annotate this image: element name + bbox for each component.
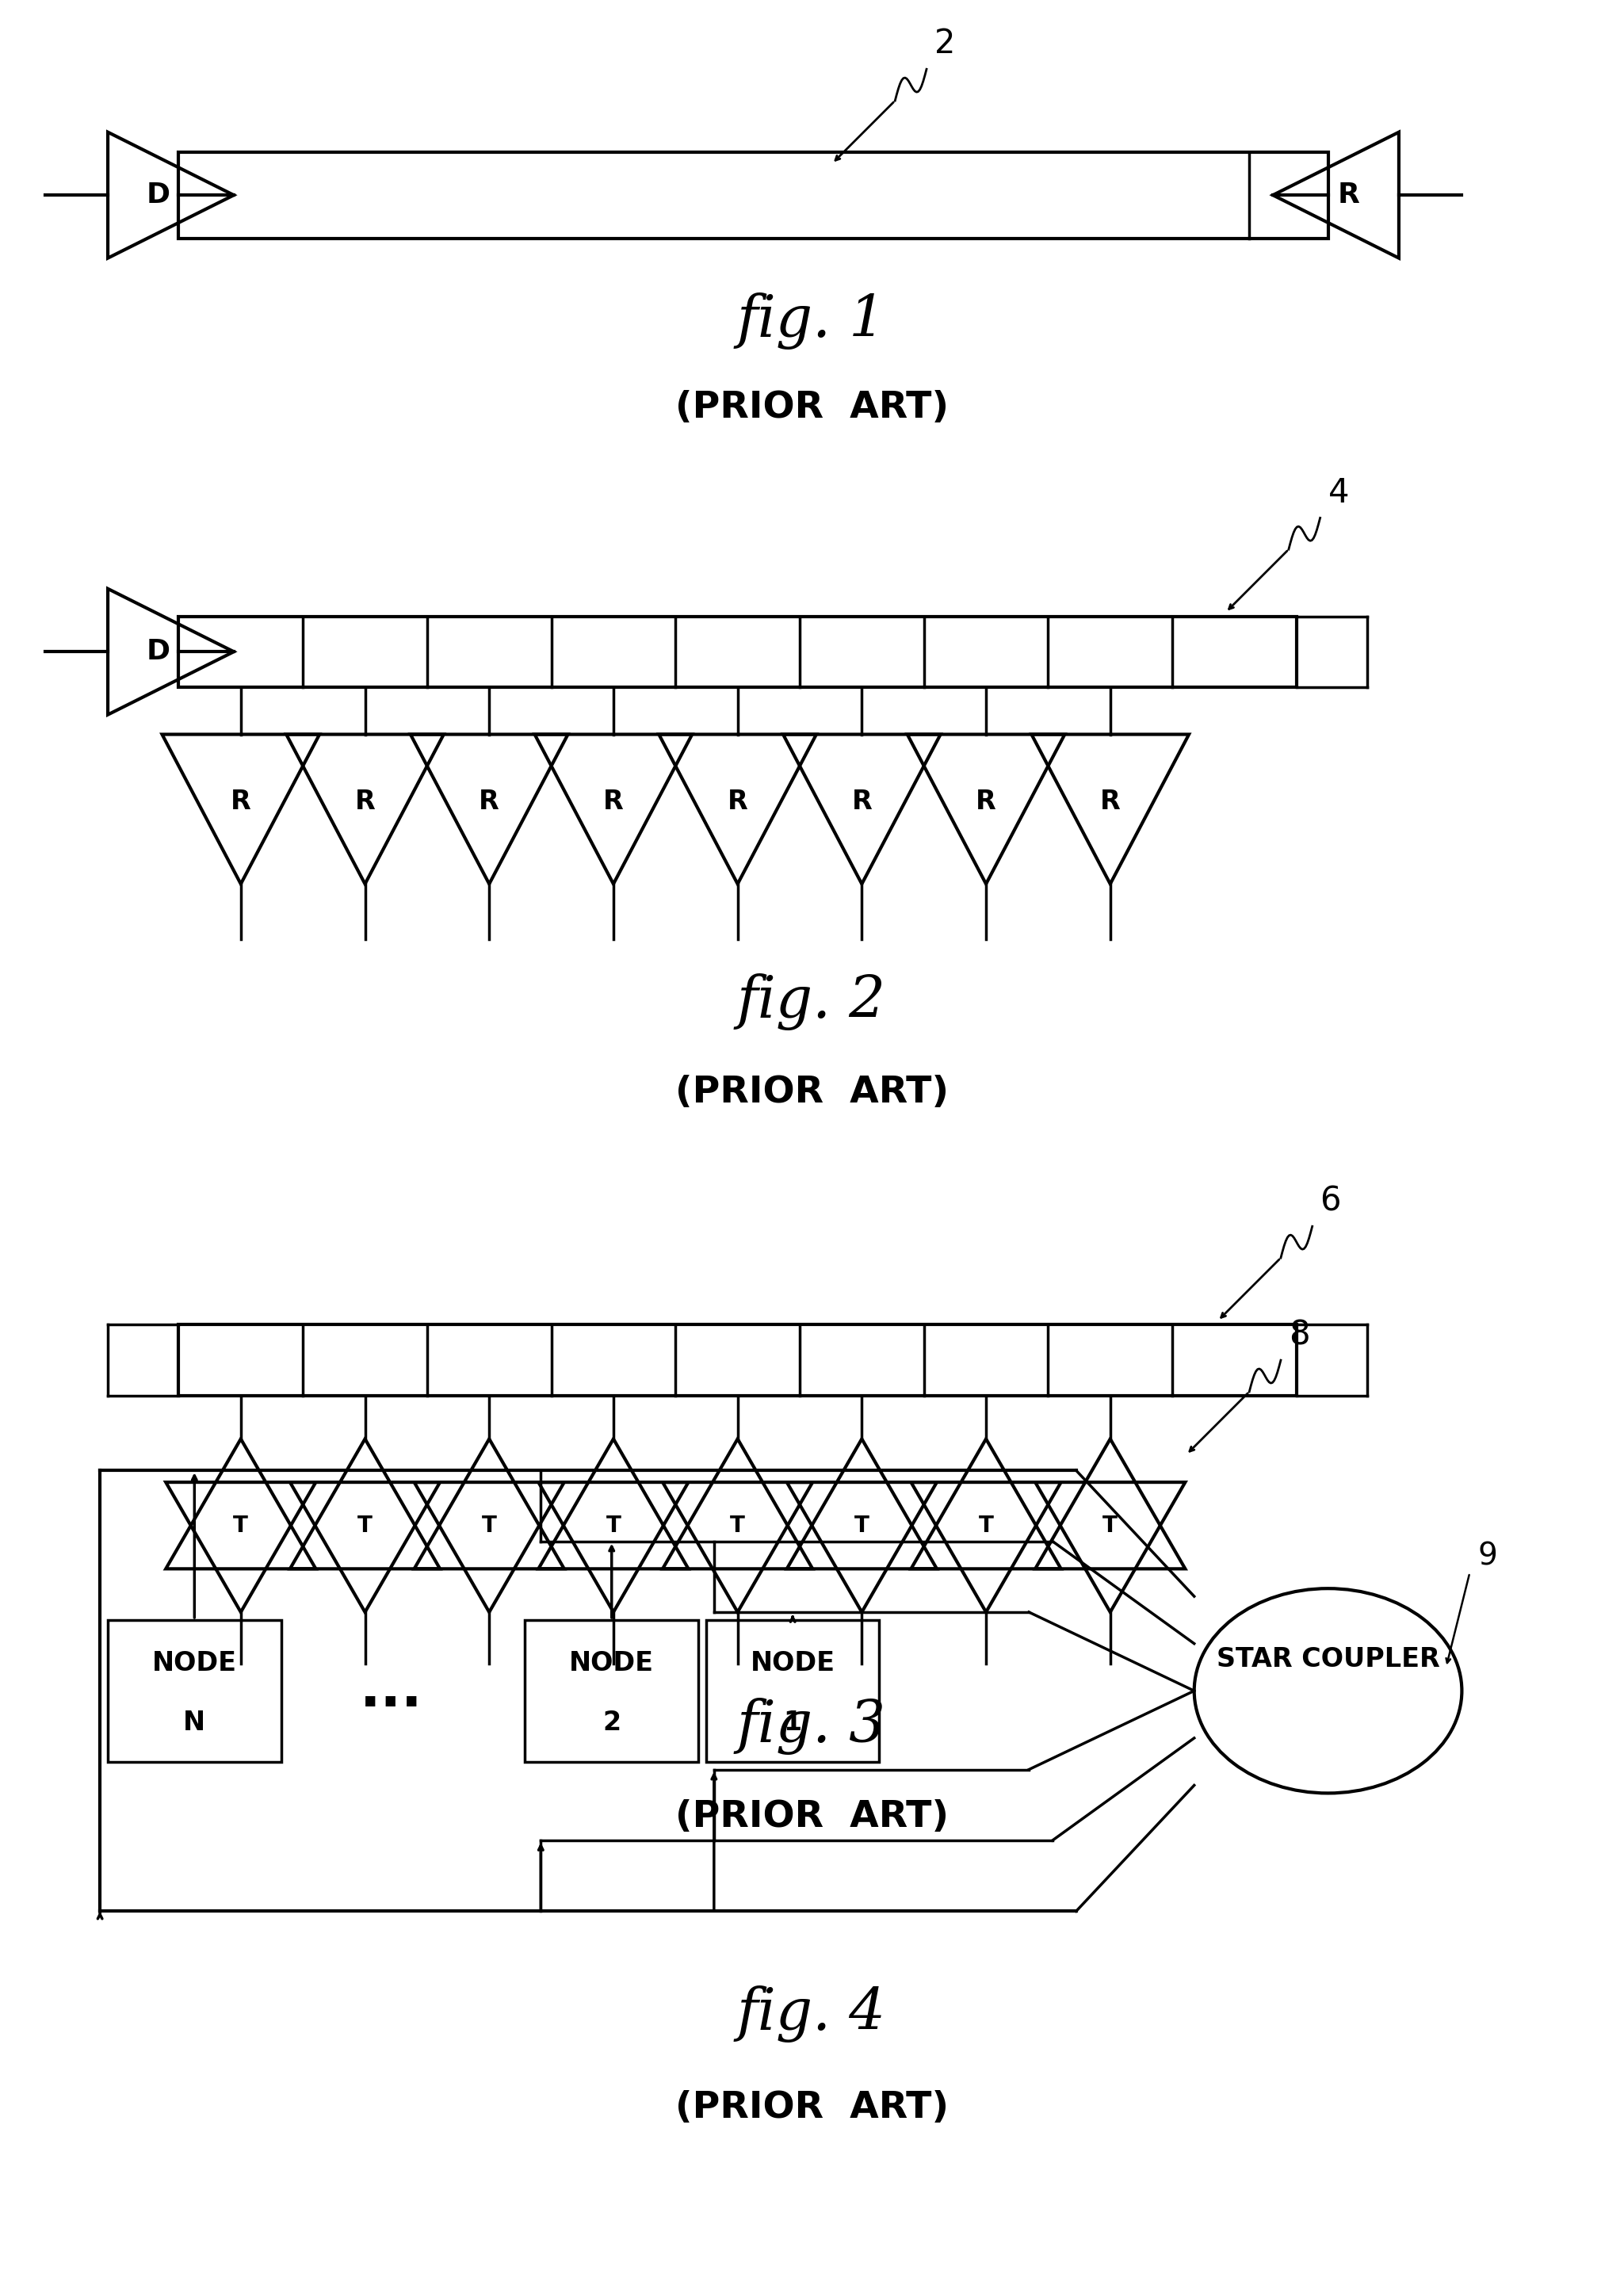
Text: R: R [354, 790, 375, 815]
Text: R: R [1338, 181, 1359, 208]
Text: T: T [854, 1515, 869, 1536]
Text: NODE: NODE [153, 1650, 237, 1676]
Text: R: R [603, 790, 624, 815]
Text: T: T [482, 1515, 497, 1536]
Text: (PRIOR  ART): (PRIOR ART) [676, 389, 948, 426]
Text: (PRIOR  ART): (PRIOR ART) [676, 2090, 948, 2126]
Text: (PRIOR  ART): (PRIOR ART) [676, 1076, 948, 1110]
Text: T: T [234, 1515, 248, 1536]
Text: ...: ... [361, 1664, 422, 1717]
Text: 8: 8 [1289, 1318, 1311, 1351]
Text: fig. 3: fig. 3 [737, 1698, 887, 1756]
Text: T: T [606, 1515, 620, 1536]
Text: fig. 4: fig. 4 [737, 1985, 887, 2042]
Text: T: T [1103, 1515, 1117, 1536]
Text: R: R [976, 790, 996, 815]
Text: D: D [146, 639, 171, 666]
Text: NODE: NODE [570, 1650, 654, 1676]
Text: R: R [851, 790, 872, 815]
Text: STAR COUPLER: STAR COUPLER [1216, 1646, 1439, 1673]
Text: 2: 2 [603, 1710, 620, 1735]
Text: 9: 9 [1478, 1540, 1497, 1570]
Text: (PRIOR  ART): (PRIOR ART) [676, 1799, 948, 1833]
Text: 4: 4 [1328, 476, 1350, 508]
Text: R: R [479, 790, 500, 815]
Text: T: T [357, 1515, 372, 1536]
Text: 2: 2 [934, 27, 955, 60]
Text: R: R [231, 790, 252, 815]
Text: 1: 1 [783, 1710, 802, 1735]
Text: N: N [184, 1710, 206, 1735]
Text: NODE: NODE [750, 1650, 835, 1676]
Text: 6: 6 [1320, 1183, 1341, 1218]
Text: R: R [728, 790, 747, 815]
Text: T: T [979, 1515, 994, 1536]
Text: fig. 2: fig. 2 [737, 973, 887, 1030]
Text: R: R [1099, 790, 1121, 815]
Text: fig. 1: fig. 1 [737, 293, 887, 350]
Text: T: T [731, 1515, 745, 1536]
Text: D: D [146, 181, 171, 208]
